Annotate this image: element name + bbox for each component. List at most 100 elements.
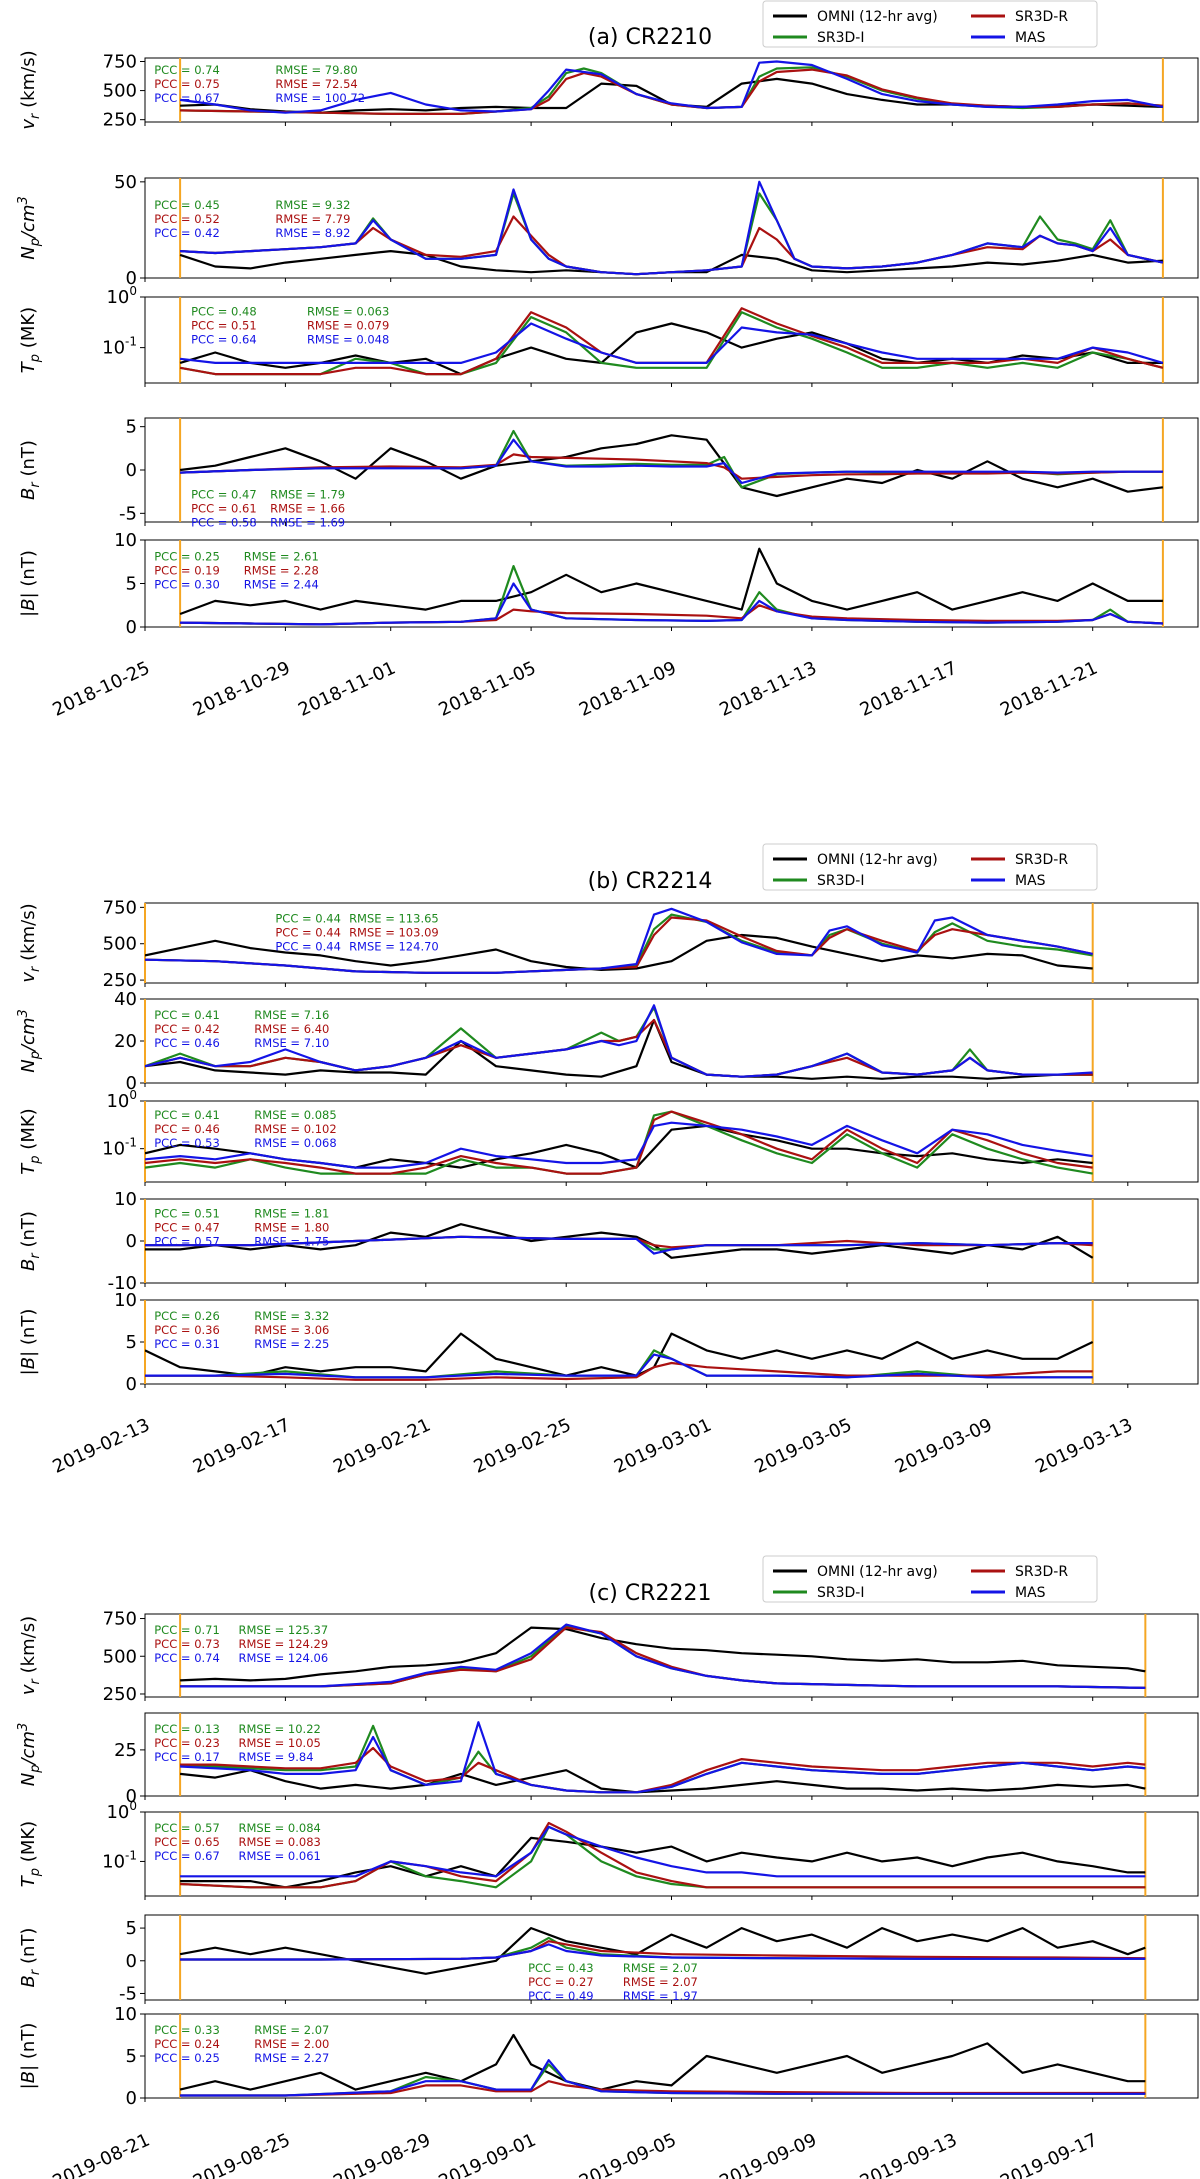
rmse-label-mas: RMSE = 1.69 [270,516,345,530]
chart-cr-0: OMNI (12-hr avg) SR3D-R SR3D-I MAS (a) CR221… [16,0,1199,721]
chart-title: (b) CR2214 [588,869,713,894]
rmse-label-sr3d-r: RMSE = 7.79 [275,212,350,226]
series-line-mas [145,1121,1093,1169]
y-axis-label: Tp (MK) [18,1108,43,1174]
pcc-label-mas: PCC = 0.67 [154,91,220,105]
series-line-sr3d-r [180,1821,1146,1889]
pcc-label-sr3d-r: PCC = 0.73 [154,1637,220,1651]
panel-3: -5 0 5 Br (nT) PCC = 0.43 RMSE = 2.07 PCC = 0.… [18,1914,1199,2004]
pcc-label-mas: PCC = 0.58 [191,516,257,530]
panel-0: 250 500 750 vr (km/s) PCC = 0.44 RMSE = 113.6… [18,897,1199,991]
y-tick-label: -10 [108,1273,137,1294]
y-tick-label: 100 [106,284,137,308]
y-tick-label: 50 [114,172,137,193]
y-tick-label: 100 [106,1799,137,1823]
y-tick-label: 750 [103,1609,137,1630]
pcc-label-sr3d-r: PCC = 0.23 [154,1736,220,1750]
y-tick-label: 500 [103,934,137,955]
y-tick-label: 0 [126,1951,137,1972]
series-line-omni [179,547,1163,616]
pcc-label-sr3d-r: PCC = 0.36 [154,1323,220,1337]
pcc-label-sr3d-i: PCC = 0.25 [154,549,220,563]
series-group [179,1926,1146,1975]
y-axis-label: |B| (nT) [18,1309,39,1376]
series-group [145,907,1093,974]
rmse-label-sr3d-i: RMSE = 0.063 [307,305,389,319]
pcc-label-sr3d-i: PCC = 0.74 [154,63,220,77]
rmse-label-sr3d-i: RMSE = 0.084 [239,1821,321,1835]
y-tick-label: 0 [126,617,137,638]
legend-box [762,843,1098,891]
rmse-label-sr3d-i: RMSE = 1.79 [270,488,345,502]
pcc-label-sr3d-r: PCC = 0.51 [191,319,257,333]
rmse-label-sr3d-i: RMSE = 2.61 [244,549,319,563]
rmse-label-sr3d-i: RMSE = 3.32 [254,1309,329,1323]
series-group [145,1223,1094,1259]
y-tick-label: 0 [126,268,137,289]
y-tick-label: 5 [126,417,137,438]
legend-label-omni: OMNI (12-hr avg) [817,9,938,25]
panel-0: 250 500 750 vr (km/s) PCC = 0.71 RMSE = 125.3… [18,1609,1199,1705]
y-axis-label: Np/cm3 [16,196,43,260]
pcc-label-sr3d-i: PCC = 0.41 [154,1108,220,1122]
series-line-mas [145,1235,1093,1255]
panel-0: 250 500 750 vr (km/s) PCC = 0.74 RMSE = 79.80… [18,50,1199,131]
rmse-label-sr3d-r: RMSE = 103.09 [349,926,439,940]
panel-4: 0 5 10 |B| (nT) PCC = 0.33 RMSE = 2.07 PCC = 0… [18,2004,1199,2109]
series-line-mas [180,1721,1146,1794]
y-tick-label: 0 [126,2088,137,2109]
panel-2: 10-1 100 Tp (MK) PCC = 0.57 RMSE = 0.084 PCC … [18,1799,1199,1900]
legend-label-omni: OMNI (12-hr avg) [817,852,938,868]
rmse-label-sr3d-r: RMSE = 1.66 [270,502,345,516]
series-group [179,180,1164,276]
series-line-sr3d-r [180,2080,1146,2097]
rmse-label-mas: RMSE = 1.97 [623,1989,698,2003]
y-tick-label: 500 [103,1646,137,1667]
rmse-label-sr3d-r: RMSE = 0.079 [307,319,389,333]
pcc-label-mas: PCC = 0.30 [154,577,220,591]
legend-label-omni: OMNI (12-hr avg) [817,1564,938,1580]
y-axis-label: Br (nT) [18,440,43,500]
legend-label-sr3d-r: SR3D-R [1015,1564,1068,1580]
legend-label-sr3d-i: SR3D-I [817,1585,864,1601]
pcc-label-mas: PCC = 0.57 [154,1234,220,1248]
series-group [180,1623,1146,1689]
y-axis-label: vr (km/s) [18,1616,43,1695]
y-axis-label: vr (km/s) [18,903,43,982]
pcc-label-sr3d-r: PCC = 0.19 [154,563,220,577]
panel-1: 0 25 Np/cm3 PCC = 0.13 RMSE = 10.22 PCC = 0.2… [16,1712,1199,1807]
rmse-label-sr3d-i: RMSE = 125.37 [239,1623,329,1637]
chart-cr-2: OMNI (12-hr avg) SR3D-R SR3D-I MAS (c) CR222… [16,1555,1199,2179]
panel-1: 0 20 40 Np/cm3 PCC = 0.41 RMSE = 7.16 PCC = 0.… [16,989,1199,1094]
y-tick-label: 10 [114,1189,137,1210]
y-tick-label: 10-1 [102,1848,137,1872]
y-axis-label: |B| (nT) [18,2023,39,2090]
series-group [179,547,1163,626]
panel-4: 0 5 10 |B| (nT) PCC = 0.26 RMSE = 3.32 PCC = 0… [18,1290,1199,1395]
pcc-label-sr3d-r: PCC = 0.75 [154,77,220,91]
y-axis-label: Tp (MK) [18,1821,43,1887]
y-tick-label: 20 [114,1031,137,1052]
y-tick-label: 250 [103,1684,137,1705]
y-tick-label: 10 [114,530,137,551]
series-group [145,1332,1094,1381]
series-group [179,1721,1146,1794]
rmse-label-mas: RMSE = 9.84 [239,1750,314,1764]
y-tick-label: 0 [126,1231,137,1252]
chart-title: (c) CR2221 [589,1581,712,1606]
rmse-label-mas: RMSE = 124.06 [239,1651,329,1665]
pcc-label-sr3d-r: PCC = 0.46 [154,1122,220,1136]
y-tick-label: 10-1 [102,335,137,359]
legend-label-mas: MAS [1015,30,1046,46]
legend-label-sr3d-i: SR3D-I [817,873,864,889]
rmse-label-sr3d-r: RMSE = 2.28 [244,563,319,577]
rmse-label-sr3d-i: RMSE = 2.07 [254,2023,329,2037]
pcc-label-mas: PCC = 0.31 [154,1337,220,1351]
rmse-label-sr3d-i: RMSE = 10.22 [239,1722,321,1736]
series-group [179,307,1164,376]
pcc-label-sr3d-r: PCC = 0.42 [154,1022,220,1036]
pcc-label-mas: PCC = 0.25 [154,2051,220,2065]
y-tick-label: 5 [126,1332,137,1353]
pcc-label-sr3d-i: PCC = 0.33 [154,2023,220,2037]
rmse-label-mas: RMSE = 0.068 [254,1136,336,1150]
